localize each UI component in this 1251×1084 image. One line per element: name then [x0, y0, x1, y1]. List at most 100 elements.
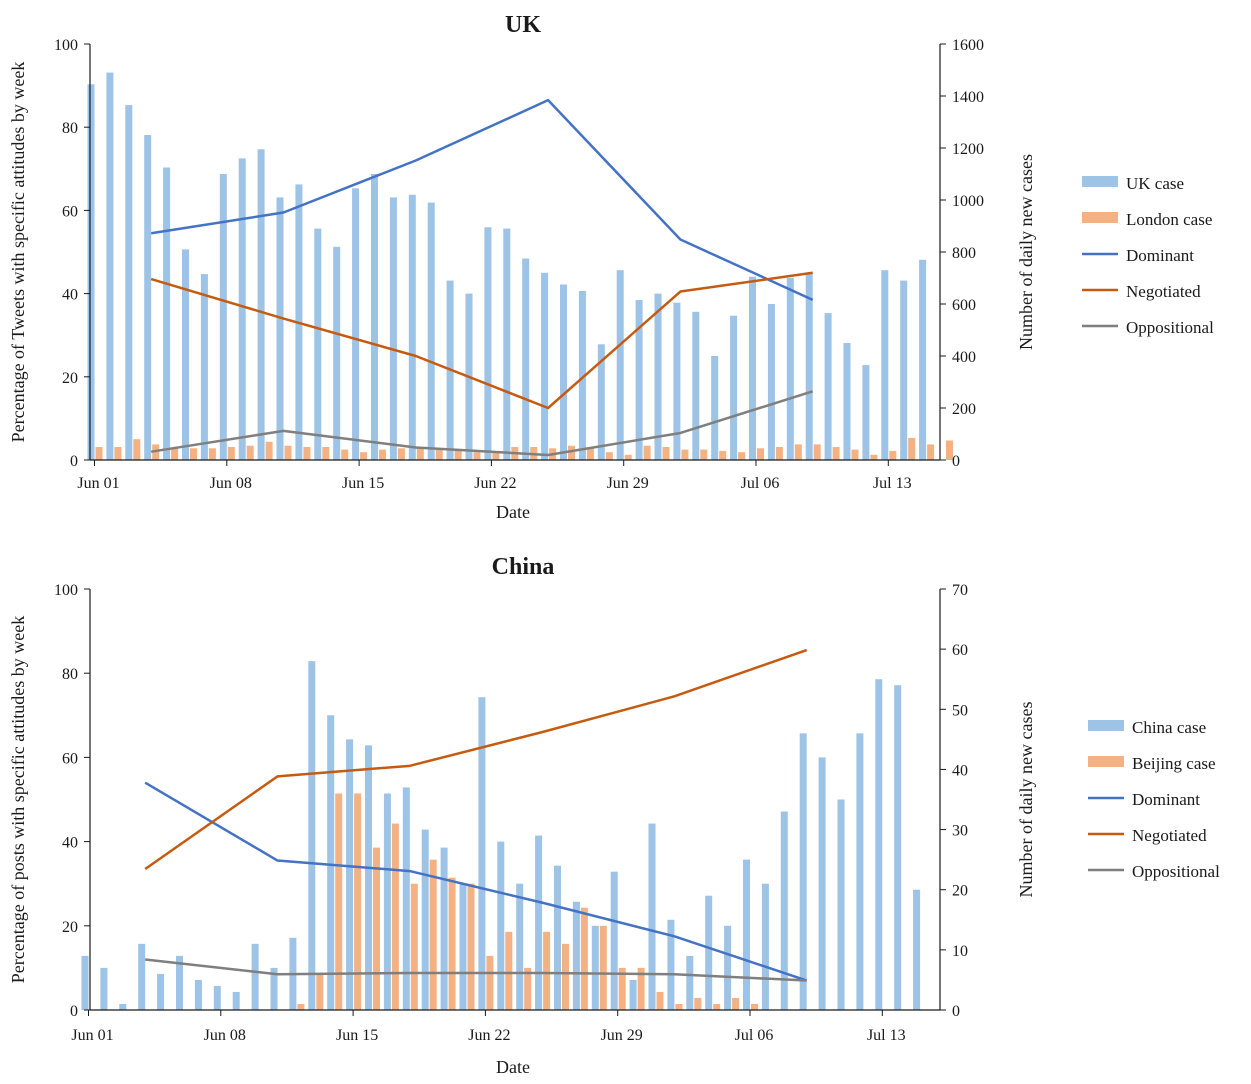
case-bar: [276, 197, 284, 460]
case-bar: [837, 799, 845, 1010]
case-bar: [554, 865, 561, 1010]
case-bar: [389, 197, 397, 460]
case-bar: [635, 300, 643, 460]
left-tick-label: 80: [62, 120, 78, 137]
case-bar: [371, 174, 378, 460]
case-bar: [157, 973, 165, 1010]
city-case-bar: [354, 793, 362, 1010]
case-bar: [629, 979, 637, 1010]
x-tick-label: Jun 01: [71, 1027, 113, 1044]
city-case-bar: [832, 447, 840, 460]
right-tick-label: 60: [952, 642, 968, 659]
legend-label: London case: [1126, 210, 1212, 229]
city-case-bar: [700, 449, 708, 460]
city-case-bar: [303, 447, 311, 460]
left-tick-label: 0: [70, 1003, 78, 1020]
city-case-bar: [316, 973, 324, 1010]
case-bar: [535, 835, 543, 1010]
city-case-bar: [662, 447, 670, 460]
case-bar: [724, 925, 732, 1010]
case-bar: [333, 246, 341, 460]
city-case-bar: [246, 445, 254, 460]
left-tick-label: 60: [62, 750, 78, 767]
case-bar: [219, 174, 227, 460]
case-bar: [875, 679, 883, 1010]
uk-chart: UK02040608010002004006008001000120014001…: [8, 12, 1214, 522]
case-bar: [743, 859, 750, 1010]
case-bar: [913, 889, 921, 1010]
legend-item: London case: [1082, 210, 1212, 229]
city-case-bar: [448, 877, 456, 1010]
case-bar: [761, 883, 769, 1010]
case-bar: [100, 967, 108, 1010]
legend-item: Dominant: [1088, 790, 1200, 809]
case-bar: [686, 955, 694, 1010]
legend-item: Dominant: [1082, 246, 1194, 265]
case-bar: [711, 356, 719, 460]
case-bar: [163, 167, 171, 460]
x-tick-label: Jun 01: [77, 475, 119, 492]
city-case-bar: [568, 445, 575, 460]
case-bar: [648, 823, 656, 1010]
right-axis-label: Number of daily new cases: [1016, 154, 1036, 350]
right-tick-label: 1400: [952, 89, 984, 106]
city-case-bar: [580, 907, 588, 1010]
city-case-bar: [114, 447, 122, 460]
legend-swatch: [1088, 756, 1124, 767]
city-case-bar: [397, 448, 405, 460]
city-case-bar: [543, 931, 551, 1010]
city-case-bar: [751, 1003, 758, 1010]
right-tick-label: 1200: [952, 141, 984, 158]
right-tick-label: 200: [952, 401, 976, 418]
city-case-bar: [373, 847, 380, 1010]
city-case-bar: [133, 439, 141, 460]
city-case-bar: [505, 931, 513, 1010]
right-tick-label: 30: [952, 823, 968, 840]
negotiated-line: [150, 271, 813, 410]
city-case-bar: [467, 883, 475, 1010]
right-tick-label: 20: [952, 883, 968, 900]
city-case-bar: [492, 452, 500, 460]
x-tick-label: Jul 06: [741, 475, 780, 492]
city-case-bar: [605, 452, 613, 460]
case-bar: [106, 72, 114, 460]
left-axis-label: Percentage of posts with specific attitu…: [8, 616, 28, 983]
case-bar: [610, 871, 618, 1010]
left-tick-label: 100: [54, 582, 78, 599]
city-case-bar: [360, 452, 368, 460]
case-bar: [119, 1003, 127, 1010]
left-tick-label: 0: [70, 453, 78, 470]
case-bar: [616, 270, 624, 460]
case-bar: [824, 313, 832, 460]
legend-item: Negotiated: [1082, 282, 1201, 301]
oppositional-line: [151, 390, 814, 457]
city-case-bar: [813, 444, 821, 460]
city-case-bar: [322, 447, 330, 460]
case-bar: [597, 344, 605, 460]
case-bar: [238, 158, 246, 460]
right-tick-label: 40: [952, 762, 968, 779]
legend-swatch: [1088, 720, 1124, 731]
left-tick-label: 100: [54, 37, 78, 54]
case-bar: [705, 895, 713, 1010]
city-case-bar: [335, 793, 343, 1010]
city-case-bar: [732, 997, 740, 1010]
case-bar: [352, 188, 360, 461]
case-bar: [484, 227, 492, 460]
oppositional-line: [145, 958, 807, 982]
right-axis-label: Number of daily new cases: [1016, 702, 1036, 898]
case-bar: [799, 733, 807, 1010]
right-tick-label: 400: [952, 349, 976, 366]
city-case-bar: [637, 967, 645, 1010]
right-tick-label: 600: [952, 297, 976, 314]
case-bar: [541, 272, 549, 460]
legend-swatch: [1082, 212, 1118, 223]
case-bar: [194, 979, 202, 1010]
city-case-bar: [870, 454, 878, 460]
city-case-bar: [599, 925, 607, 1010]
case-bar: [421, 829, 429, 1010]
city-case-bar: [341, 449, 349, 460]
city-case-bar: [95, 447, 103, 460]
china-chart: China 0 20 40 60 80 100 0 10 20 30 40 50 60 70 Jun 01 Ju…: [8, 554, 1220, 1077]
